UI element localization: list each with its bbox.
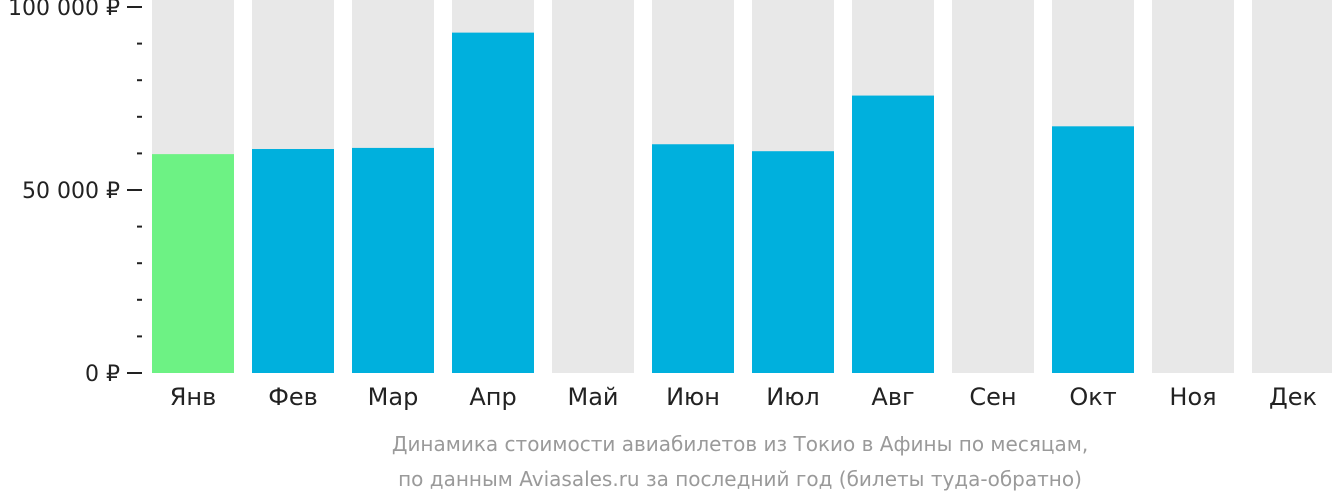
background-bar	[1252, 0, 1332, 373]
x-tick-label: Мар	[368, 383, 419, 411]
x-tick-label: Фев	[268, 383, 318, 411]
y-axis: 0 ₽ 50 000 ₽ 100 000 ₽	[8, 0, 142, 387]
chart-caption-line-1: Динамика стоимости авиабилетов из Токио …	[391, 432, 1089, 456]
x-tick-label: Янв	[170, 383, 217, 411]
x-tick-label: Июн	[666, 383, 720, 411]
bar-3[interactable]	[452, 32, 534, 374]
x-tick-label: Окт	[1069, 383, 1116, 411]
x-tick-label: Июл	[766, 383, 820, 411]
bar-6[interactable]	[752, 151, 834, 373]
x-tick-label: Авг	[871, 383, 914, 411]
y-tick-label: 50 000 ₽	[22, 179, 120, 204]
bar-0[interactable]	[152, 154, 234, 373]
bar-2[interactable]	[352, 147, 434, 373]
bar-1[interactable]	[252, 149, 334, 373]
x-axis: Янв Фев Мар Апр Май Июн Июл Авг Сен Окт Ноя Дек	[170, 383, 1317, 411]
price-chart: 0 ₽ 50 000 ₽ 100 000 ₽ Янв Фев Мар Апр Май Июн И…	[8, 0, 1332, 411]
bar-5[interactable]	[652, 144, 734, 373]
bar-9[interactable]	[1052, 126, 1134, 373]
y-tick-label: 100 000 ₽	[8, 0, 120, 21]
x-tick-label: Апр	[469, 383, 516, 411]
x-tick-label: Ноя	[1169, 383, 1216, 411]
chart-caption-line-2: по данным Aviasales.ru за последний год …	[398, 467, 1082, 491]
background-bar	[552, 0, 634, 373]
price-bars	[152, 32, 1134, 374]
background-bar	[1152, 0, 1234, 373]
background-bar	[952, 0, 1034, 373]
x-tick-label: Май	[567, 383, 618, 411]
bar-7[interactable]	[852, 95, 934, 374]
y-tick-label: 0 ₽	[85, 362, 120, 387]
x-tick-label: Дек	[1269, 383, 1317, 411]
x-tick-label: Сен	[969, 383, 1016, 411]
